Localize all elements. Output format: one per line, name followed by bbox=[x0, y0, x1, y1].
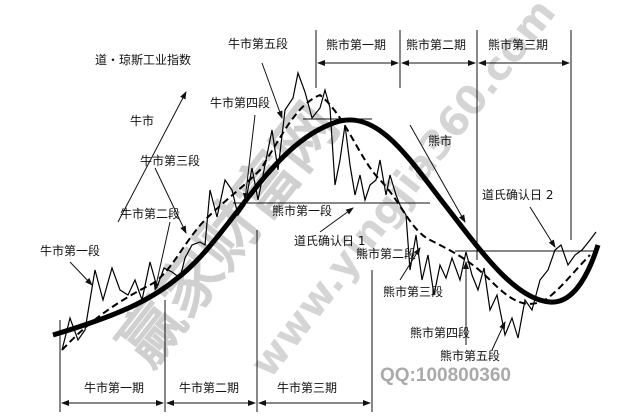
bear-phase-3-label: 熊市第三期 bbox=[488, 37, 548, 52]
bull-leg-4-label: 牛市第四段 bbox=[210, 95, 270, 110]
label-arrows bbox=[69, 62, 556, 351]
secondary-trend-dashed bbox=[61, 93, 591, 351]
bear-leg-5-label: 熊市第五段 bbox=[440, 348, 500, 363]
price-line bbox=[61, 70, 597, 351]
bear-trend-label: 熊市 bbox=[428, 133, 452, 148]
bull-phase-2-label: 牛市第二期 bbox=[179, 380, 239, 395]
bull-leg-1-label: 牛市第一段 bbox=[40, 243, 100, 258]
phase-arrows bbox=[61, 60, 570, 406]
index-title: 道・琼斯工业指数 bbox=[95, 52, 191, 67]
bull-trend-label: 牛市 bbox=[130, 113, 154, 128]
phase-dividers bbox=[59, 30, 572, 412]
dow-confirm-1-label: 道氏确认日 1 bbox=[294, 234, 365, 248]
watermark-qq: QQ:100800360 bbox=[380, 365, 511, 386]
bull-leg-2-label: 牛市第二段 bbox=[120, 206, 180, 221]
bull-phase-3-label: 牛市第三期 bbox=[277, 380, 337, 395]
bull-leg-3-label: 牛市第三段 bbox=[140, 153, 200, 168]
primary-trend-curve bbox=[52, 117, 601, 338]
dow-confirm-2-label: 道氏确认日 2 bbox=[482, 188, 553, 202]
bear-leg-2-label: 熊市第二段 bbox=[356, 246, 416, 261]
bear-leg-1-label: 熊市第一段 bbox=[272, 203, 332, 218]
bear-phase-1-label: 熊市第一期 bbox=[326, 37, 386, 52]
bull-phase-1-label: 牛市第一期 bbox=[84, 380, 144, 395]
bear-phase-2-label: 熊市第二期 bbox=[406, 37, 466, 52]
bull-leg-5-label: 牛市第五段 bbox=[228, 36, 288, 51]
bear-leg-4-label: 熊市第四段 bbox=[410, 325, 470, 340]
bear-leg-3-label: 熊市第三段 bbox=[383, 284, 443, 299]
